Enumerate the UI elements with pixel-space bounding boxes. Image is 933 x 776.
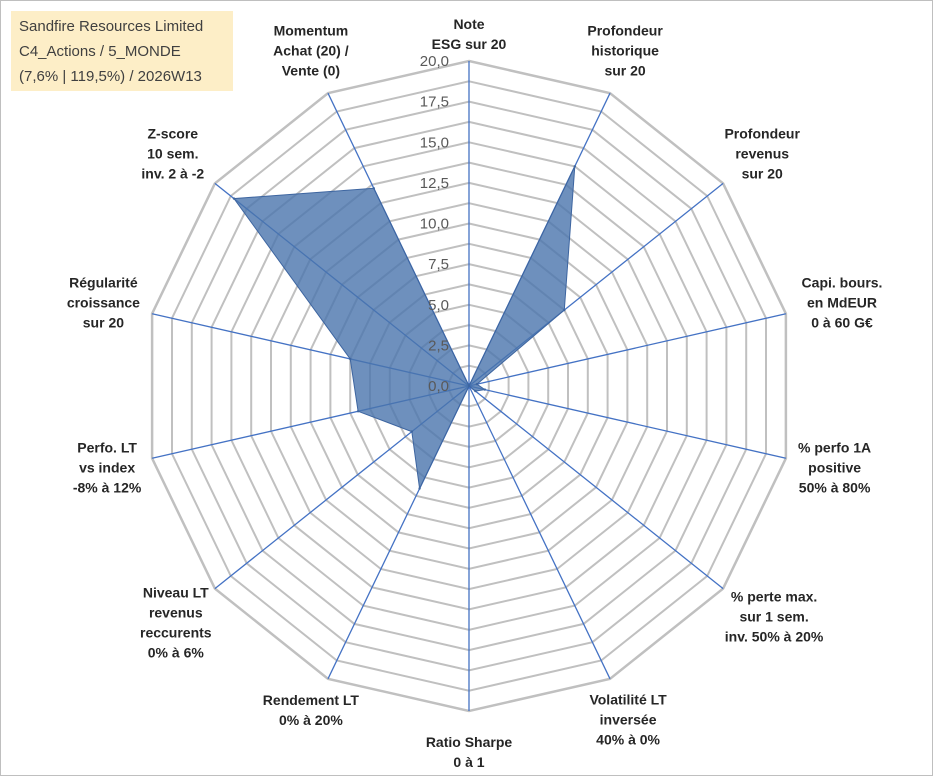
- axis-label-7-line-1: Volatilité LT: [589, 691, 667, 707]
- data-point-3: [563, 308, 566, 312]
- data-point-9: [418, 487, 421, 490]
- axis-label-12-line-3: sur 20: [83, 314, 124, 330]
- axis-label-5: % perfo 1A positive 50% à 80%: [798, 440, 871, 496]
- tick-label-3: 7,5: [428, 256, 449, 273]
- axis-label-12: Régularité croissance sur 20: [67, 274, 140, 330]
- data-point-4: [475, 383, 479, 386]
- axis-label-4: Capi. bours. en MdEUR 0 à 60 G€: [802, 274, 883, 330]
- tick-label-7: 17,5: [420, 94, 449, 111]
- title-company: Sandfire Resources Limited: [19, 18, 204, 35]
- axis-label-13-line-1: Z-score: [148, 126, 199, 142]
- axis-label-10-line-3: reccurents: [140, 625, 212, 641]
- series-area-1: [233, 166, 576, 491]
- axis-label-6-line-1: % perte max.: [731, 588, 817, 604]
- axis-label-3: Profondeur revenus sur 20: [724, 126, 800, 182]
- axis-label-13-line-3: inv. 2 à -2: [141, 166, 204, 182]
- data-series: [232, 165, 576, 491]
- axis-label-12-line-2: croissance: [67, 294, 140, 310]
- axis-label-10-line-1: Niveau LT: [143, 585, 209, 601]
- axis-label-8-line-2: 0 à 1: [453, 754, 484, 770]
- data-point-8: [467, 384, 471, 388]
- title-stats: (7,6% | 119,5%) / 2026W13: [19, 68, 202, 85]
- tick-label-1: 2,5: [428, 337, 449, 354]
- axis-label-2-line-3: sur 20: [604, 63, 645, 79]
- axis-label-11-line-3: -8% à 12%: [73, 480, 142, 496]
- spoke-4: [468, 313, 787, 387]
- axis-label-14-line-3: Vente (0): [282, 63, 340, 79]
- axis-label-10: Niveau LT revenus reccurents 0% à 6%: [140, 585, 212, 661]
- axis-label-1: Note ESG sur 20: [432, 16, 507, 52]
- axis-label-2-line-1: Profondeur: [587, 23, 663, 39]
- axis-label-8: Ratio Sharpe 0 à 1: [426, 734, 513, 770]
- axis-label-9-line-1: Rendement LT: [263, 692, 360, 708]
- tick-label-2: 5,0: [428, 297, 449, 314]
- tick-label-6: 15,0: [420, 134, 449, 151]
- data-point-10: [410, 430, 413, 433]
- axis-label-2-line-2: historique: [591, 43, 659, 59]
- axis-label-10-line-2: revenus: [149, 605, 203, 621]
- axis-label-3-line-1: Profondeur: [724, 126, 800, 142]
- title-box: Sandfire Resources Limited C4_Actions / …: [11, 11, 233, 91]
- data-point-12: [349, 357, 352, 361]
- title-category: C4_Actions / 5_MONDE: [19, 43, 181, 60]
- axis-label-5-line-2: positive: [808, 460, 861, 476]
- radial-tick-labels: 0,0 2,5 5,0 7,5 10,0 12,5 15,0 17,5 20,0: [420, 53, 449, 395]
- axis-label-6-line-2: sur 1 sem.: [739, 608, 808, 624]
- spoke-6: [468, 385, 724, 590]
- axis-label-6: % perte max. sur 1 sem. inv. 50% à 20%: [725, 588, 824, 644]
- axis-label-4-line-2: en MdEUR: [807, 294, 877, 310]
- axis-label-5-line-1: % perfo 1A: [798, 440, 871, 456]
- axis-label-11: Perfo. LT vs index -8% à 12%: [73, 440, 142, 496]
- data-point-2: [573, 165, 576, 168]
- axis-label-11-line-2: vs index: [79, 460, 135, 476]
- data-point-13: [232, 197, 236, 200]
- axis-label-3-line-3: sur 20: [742, 166, 783, 182]
- tick-label-8: 20,0: [420, 53, 449, 70]
- axis-label-12-line-1: Régularité: [69, 274, 138, 290]
- axis-labels: Note ESG sur 20 Profondeur historique sur 20…: [67, 16, 883, 770]
- axis-label-11-line-1: Perfo. LT: [77, 440, 137, 456]
- axis-label-8-line-1: Ratio Sharpe: [426, 734, 513, 750]
- spoke-5: [468, 385, 787, 459]
- axis-label-13: Z-score 10 sem. inv. 2 à -2: [141, 126, 204, 182]
- axis-label-6-line-3: inv. 50% à 20%: [725, 628, 824, 644]
- axis-label-2: Profondeur historique sur 20: [587, 23, 663, 79]
- axis-label-7: Volatilité LT inversée 40% à 0%: [589, 691, 667, 747]
- axis-label-4-line-3: 0 à 60 G€: [811, 314, 873, 330]
- axis-label-5-line-3: 50% à 80%: [799, 480, 871, 496]
- data-point-5: [483, 388, 486, 391]
- axis-label-1-line-2: ESG sur 20: [432, 36, 507, 52]
- tick-label-0: 0,0: [428, 378, 449, 395]
- data-point-14: [372, 187, 375, 190]
- axis-label-13-line-2: 10 sem.: [147, 146, 198, 162]
- axis-label-7-line-2: inversée: [600, 711, 657, 727]
- axis-label-9-line-2: 0% à 20%: [279, 712, 343, 728]
- axis-label-14-line-2: Achat (20) /: [273, 43, 349, 59]
- axis-label-14: Momentum Achat (20) / Vente (0): [273, 23, 349, 79]
- data-point-11: [356, 410, 360, 413]
- axis-label-9: Rendement LT 0% à 20%: [263, 692, 360, 728]
- data-point-6: [474, 389, 477, 393]
- axis-label-10-line-4: 0% à 6%: [148, 645, 205, 661]
- axis-label-3-line-2: revenus: [735, 146, 789, 162]
- tick-label-5: 12,5: [420, 175, 449, 192]
- spoke-7: [468, 385, 611, 680]
- axis-label-7-line-3: 40% à 0%: [596, 731, 660, 747]
- axis-label-1-line-1: Note: [453, 16, 484, 32]
- tick-label-4: 10,0: [420, 216, 449, 233]
- axis-label-14-line-1: Momentum: [274, 23, 349, 39]
- axis-label-4-line-1: Capi. bours.: [802, 274, 883, 290]
